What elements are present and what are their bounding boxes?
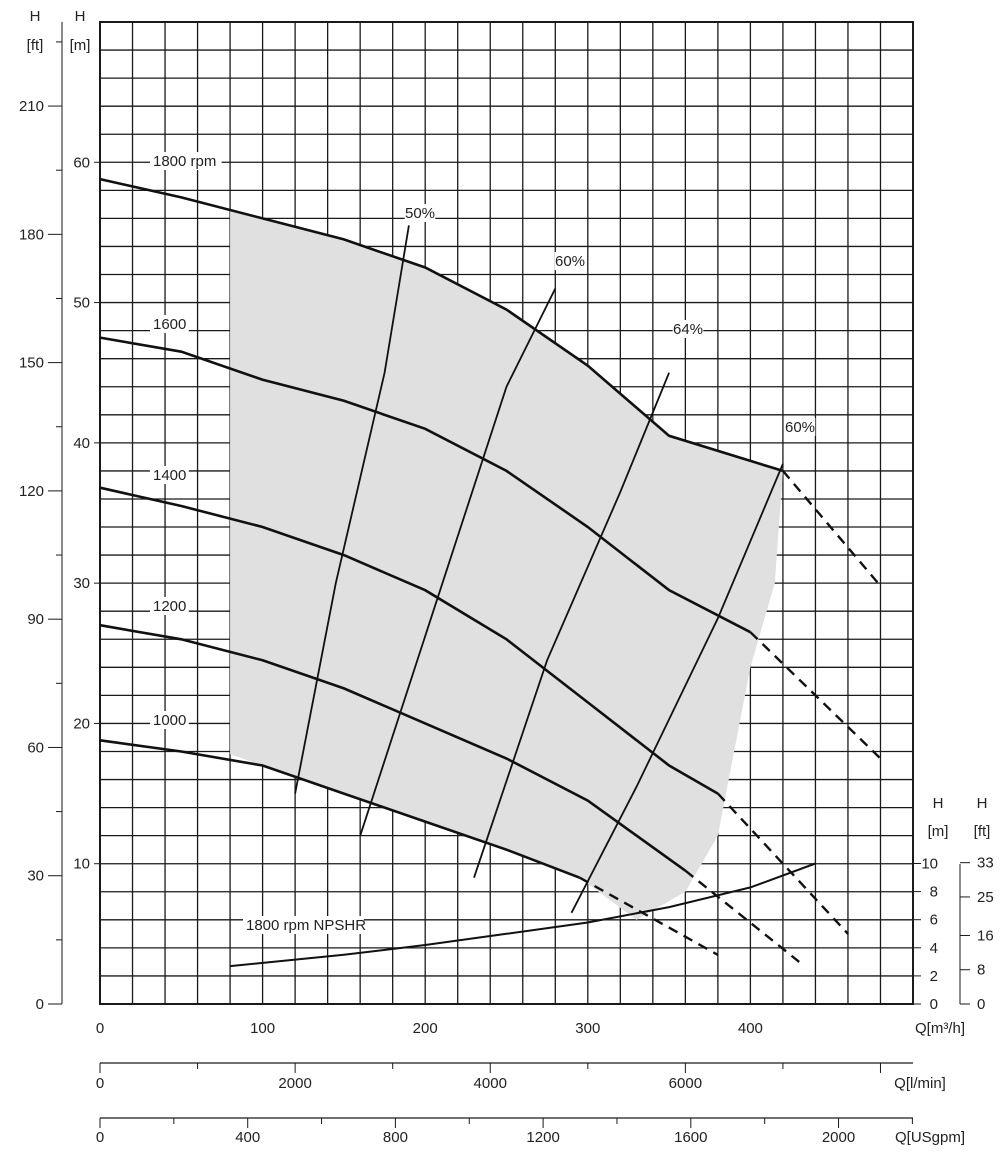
efficiency-label-bg [784,418,816,436]
curve-name-label-bg [150,711,189,729]
speed-curve [99,336,751,634]
curve-name-label-bg [150,597,189,615]
speed-curve [99,177,784,473]
npsh-ft-tick-label: 0 [977,996,985,1013]
efficiency-label-bg [554,252,586,270]
curve-name-label: 1200 [153,598,186,615]
q-gpm-tick-label: 1200 [526,1129,559,1146]
q-m3h-tick-label: 100 [250,1020,275,1037]
head-ft-axis-title: H [30,8,41,25]
head-ft-tick-label: 120 [19,483,44,500]
q-gpm-tick-label: 800 [383,1129,408,1146]
speed-curve-extension [717,792,849,935]
npsh-m-tick-label: 0 [930,996,938,1013]
speed-curve-extension [579,876,719,956]
q-gpm-tick-label: 400 [235,1129,260,1146]
efficiency-line [294,225,410,794]
q-lmin-tick-label: 2000 [278,1075,311,1092]
speed-curve [99,623,687,872]
speed-curve-extension [781,470,882,587]
efficiency-line [570,463,784,914]
curve-name-label: 1400 [153,467,186,484]
head-m-tick-label: 60 [73,154,90,171]
efficiency-lines [294,225,784,914]
operating-region-fill [230,211,783,920]
npsh-m-axis-title: H [933,795,944,812]
npsh-m-tick-label: 6 [930,912,938,929]
q-lmin-axis-label: Q[l/min] [894,1075,946,1092]
curve-labels: 50% 60% 64% 60% 1800 rpm 1600 1400 1200 1000 1800… [150,152,816,934]
head-m-tick-label: 40 [73,435,90,452]
speed-curve [99,739,581,879]
q-gpm-axis-label: Q[USgpm] [895,1129,965,1146]
head-m-tick-label: 20 [73,715,90,732]
q-lmin-tick-label: 6000 [669,1075,702,1092]
q-m3h-tick-label: 200 [413,1020,438,1037]
efficiency-label: 50% [405,205,435,222]
efficiency-label: 60% [555,253,585,270]
npsh-m-tick-label: 4 [930,940,938,957]
speed-curve-extension [684,869,800,963]
head-ft-tick-label: 150 [19,355,44,372]
curve-name-label-bg [150,315,189,333]
curve-name-label-bg [243,916,364,934]
head-ft-tick-label: 180 [19,226,44,243]
npsh-ft-tick-label: 33 [977,855,994,872]
head-ft-tick-label: 30 [27,868,44,885]
q-m3h-tick-label: 0 [96,1020,104,1037]
q-m3h-tick-label: 400 [738,1020,763,1037]
head-m-tick-label: 10 [73,856,90,873]
npsh-ft-tick-label: 16 [977,927,994,944]
curve-name-label: 1800 rpm [153,153,216,170]
efficiency-line [359,288,557,836]
efficiency-label-bg [404,204,436,222]
npsh-m-tick-label: 10 [921,856,938,873]
efficiency-label: 64% [673,321,703,338]
head-m-tick-label: 30 [73,575,90,592]
head-ft-tick-label: 0 [36,996,44,1013]
npsh-m-tick-label: 8 [930,884,938,901]
q-lmin-tick-label: 0 [96,1075,104,1092]
npsh-ft-tick-label: 25 [977,889,994,906]
q-gpm-tick-label: 0 [96,1129,104,1146]
curve-name-label: 1600 [153,316,186,333]
speed-curve [99,486,719,795]
npsh-m-tick-label: 2 [930,968,938,985]
head-ft-axis-unit: [ft] [27,37,44,54]
head-ft-tick-label: 210 [19,98,44,115]
npsh-ft-axis-title: H [977,795,988,812]
head-m-axis-unit: [m] [70,37,91,54]
npsh-ft-axis-unit: [ft] [974,823,991,840]
npsh-m-axis-unit: [m] [928,823,949,840]
npsh-ft-tick-label: 8 [977,962,985,979]
curve-name-label-bg [150,152,222,170]
q-m3h-tick-label: 300 [575,1020,600,1037]
q-gpm-tick-label: 1600 [674,1129,707,1146]
speed-curve-extension [749,631,882,760]
operating-region [230,211,783,920]
efficiency-label: 60% [785,419,815,436]
npshr-curve [230,862,816,968]
curve-name-label: 1000 [153,712,186,729]
performance-curves [99,177,882,968]
axes: H[ft]H[m]1020304050600306090120150180210… [19,8,994,1146]
q-lmin-tick-label: 4000 [474,1075,507,1092]
head-m-tick-label: 50 [73,295,90,312]
plot-frame [99,21,914,1005]
head-m-axis-title: H [75,8,86,25]
efficiency-label-bg [672,320,704,338]
q-m3h-axis-label: Q[m³/h] [915,1020,965,1037]
efficiency-line [473,372,670,878]
curve-name-label-bg [150,466,189,484]
head-ft-tick-label: 60 [27,739,44,756]
head-ft-tick-label: 90 [27,611,44,628]
curve-name-label: 1800 rpm NPSHR [246,917,366,934]
q-gpm-tick-label: 2000 [822,1129,855,1146]
